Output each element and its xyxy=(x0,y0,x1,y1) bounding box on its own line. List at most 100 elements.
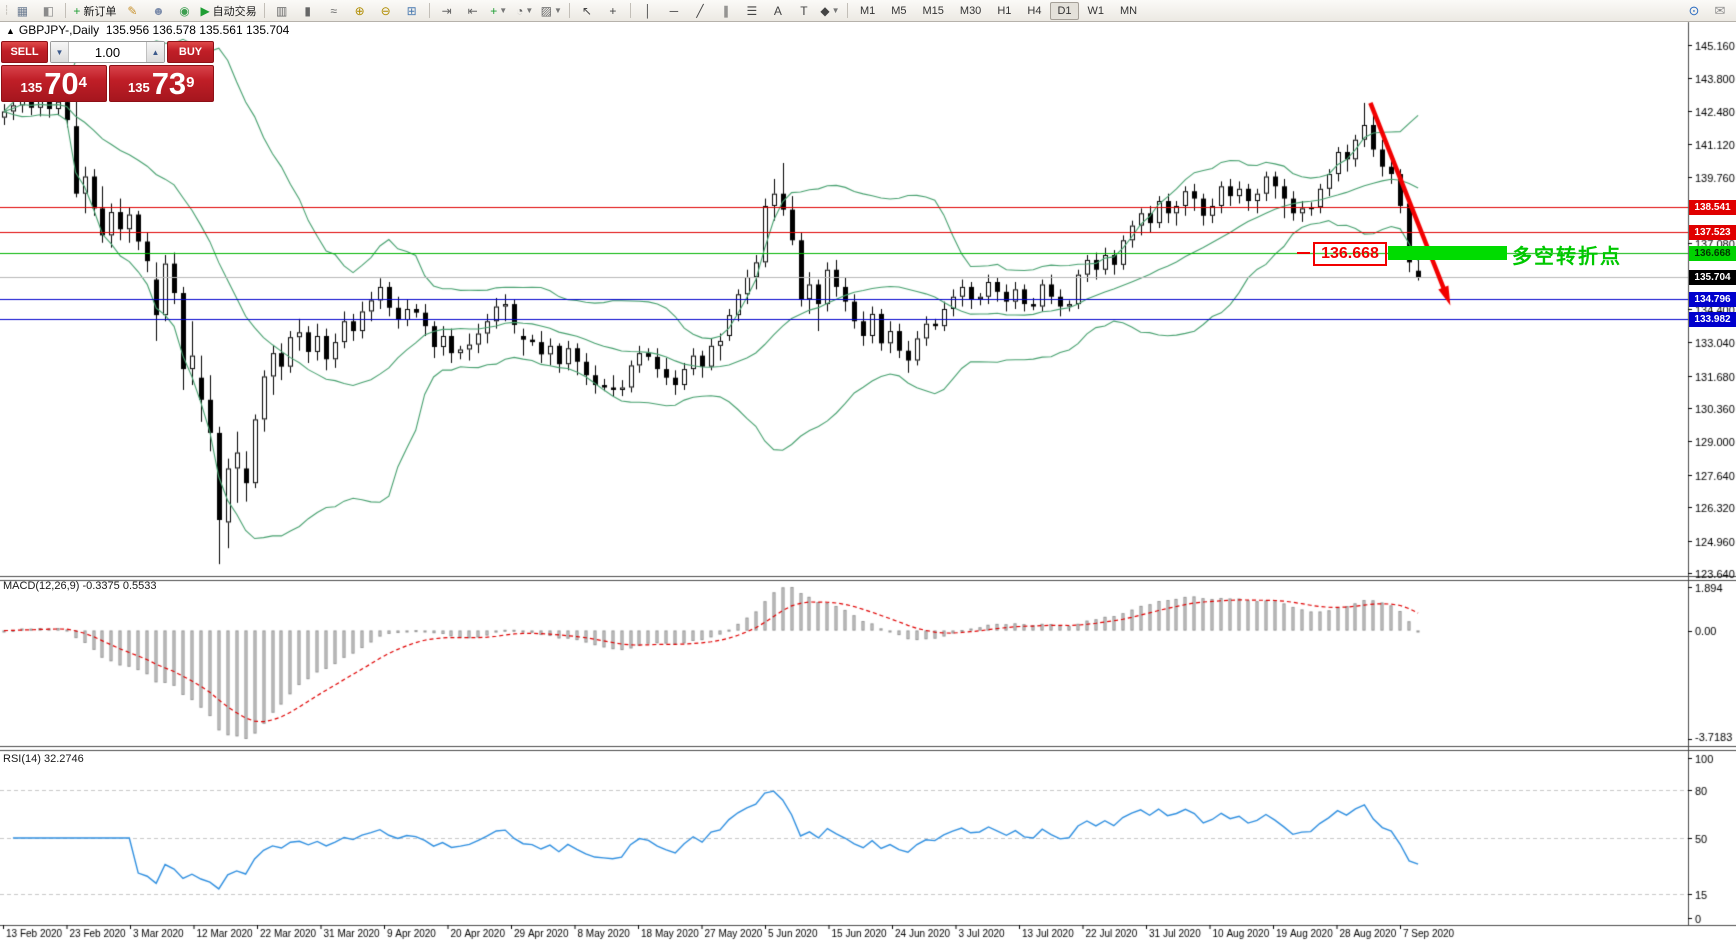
tile-windows-icon: ⊞ xyxy=(406,3,417,18)
profile-icon: ☻ xyxy=(152,3,165,18)
crosshair-button[interactable]: + xyxy=(601,2,625,20)
sell-price-big: 70 xyxy=(44,66,79,101)
buy-button[interactable]: BUY xyxy=(167,41,214,63)
indicators-icon: + xyxy=(490,3,498,18)
price-tag: 135.704 xyxy=(1689,269,1736,285)
zoom-out-button[interactable]: ⊖ xyxy=(374,2,398,20)
signal-button[interactable]: ◉ xyxy=(172,2,196,20)
turning-point-note[interactable]: 多空转折点 xyxy=(1512,244,1622,268)
toolbar-separator xyxy=(428,3,430,18)
crayon-button[interactable]: ✎ xyxy=(120,2,144,20)
vertical-line-icon: │ xyxy=(644,3,652,18)
sell-price-display[interactable]: 135 70 4 xyxy=(1,65,107,102)
search-button[interactable]: ⊙ xyxy=(1682,2,1706,20)
bar-chart-button[interactable]: ▥ xyxy=(270,2,294,20)
zoom-in-icon: ⊕ xyxy=(354,3,365,18)
volume-decrease-button[interactable]: ▼ xyxy=(51,42,69,62)
fibonacci-button[interactable]: ☰ xyxy=(740,2,764,20)
toolbar-button-label: 新订单 xyxy=(83,5,117,18)
trendline-button[interactable]: ╱ xyxy=(688,2,712,20)
zoom-in-button[interactable]: ⊕ xyxy=(348,2,372,20)
indicators-button[interactable]: + ▼ xyxy=(487,2,511,20)
strategy-tester-button[interactable]: ◧ xyxy=(36,2,60,20)
new-order-button[interactable]: + 新订单 xyxy=(71,2,118,20)
volume-stepper: ▼ ▲ xyxy=(50,41,165,63)
chart-symbol-period: GBPJPY-,Daily xyxy=(18,23,100,37)
line-chart-button[interactable]: ≈ xyxy=(322,2,346,20)
sell-price-sup: 4 xyxy=(78,74,88,91)
label-button[interactable]: T xyxy=(792,2,816,20)
volume-increase-button[interactable]: ▲ xyxy=(146,42,164,62)
chat-button[interactable]: ✉ xyxy=(1708,2,1732,20)
bar-chart-icon: ▥ xyxy=(276,3,288,18)
buy-price-sup: 9 xyxy=(186,74,195,91)
text-button[interactable]: A xyxy=(766,2,790,20)
templates-button[interactable]: ▨ ▼ xyxy=(539,2,564,20)
timeframe-button-M5[interactable]: M5 xyxy=(891,4,907,17)
crayon-icon: ✎ xyxy=(127,3,138,18)
timeframe-button-M30[interactable]: M30 xyxy=(959,4,982,17)
timeframe-button-D1[interactable]: D1 xyxy=(1050,1,1079,20)
chevron-down-icon: ▼ xyxy=(499,6,508,15)
zoom-out-icon: ⊖ xyxy=(380,3,391,18)
sell-price-prefix: 135 xyxy=(20,80,43,95)
chart-shift-icon: ⇤ xyxy=(467,3,478,18)
buy-price-prefix: 135 xyxy=(127,80,150,95)
timeframe-button-H4[interactable]: H4 xyxy=(1027,4,1042,17)
toolbar-separator xyxy=(65,3,67,18)
toolbar-separator xyxy=(629,3,631,18)
price-callout-label[interactable]: 136.668 xyxy=(1313,242,1387,266)
price-tag: 137.523 xyxy=(1689,224,1736,240)
periods-icon: ◔ xyxy=(516,3,524,18)
signal-highlight-bar[interactable] xyxy=(1388,246,1507,260)
chart-shift-button[interactable]: ⇤ xyxy=(461,2,485,20)
buy-price-display[interactable]: 135 73 9 xyxy=(108,65,214,102)
fibonacci-icon: ☰ xyxy=(746,3,758,18)
autotrading-button[interactable]: ▶ 自动交易 xyxy=(198,2,258,20)
price-tag: 136.668 xyxy=(1689,245,1736,261)
timeframe-button-M15[interactable]: M15 xyxy=(922,4,944,17)
timeframe-button-MN[interactable]: MN xyxy=(1120,4,1138,17)
templates-icon: ▨ xyxy=(540,3,553,18)
cursor-button[interactable]: ↖ xyxy=(575,2,599,20)
toolbar-separator xyxy=(263,3,265,18)
label-icon: T xyxy=(800,3,808,18)
strategy-tester-icon: ◧ xyxy=(42,3,55,18)
periods-button[interactable]: ◔ ▼ xyxy=(513,2,537,20)
trendline-icon: ╱ xyxy=(696,3,704,18)
arrows-icon: ◆ xyxy=(820,3,830,18)
price-tag: 134.796 xyxy=(1689,291,1736,307)
price-tag: 133.982 xyxy=(1689,311,1736,327)
chevron-down-icon: ▼ xyxy=(525,6,534,15)
callout-anchor-dash xyxy=(1297,252,1310,254)
chat-icon: ✉ xyxy=(1714,2,1726,18)
charts-window-button[interactable]: ▦ xyxy=(10,2,34,20)
volume-input[interactable] xyxy=(69,42,146,62)
toolbar-separator xyxy=(846,3,848,18)
timeframe-button-M1[interactable]: M1 xyxy=(859,4,876,17)
profile-button[interactable]: ☻ xyxy=(146,2,170,20)
candlestick-chart-button[interactable]: ▮ xyxy=(296,2,320,20)
main-toolbar: ┆ ▦ ◧ + 新订单 ✎ ☻ ◉ ▶ 自动交易 ▥ ▮ ≈ ⊕ ⊖ ⊞ ⇥ ⇤ + ▼ ◔ ▼ ▨ ▼ ↖ + │ ─ ╱ ∥ ☰ A T ◆ ▼… xyxy=(0,0,1736,22)
cursor-icon: ↖ xyxy=(581,3,592,18)
timeframe-button-H1[interactable]: H1 xyxy=(997,4,1012,17)
crosshair-icon: + xyxy=(609,3,617,18)
arrows-button[interactable]: ◆ ▼ xyxy=(818,2,842,20)
candlestick-chart-icon: ▮ xyxy=(304,3,311,18)
channel-button[interactable]: ∥ xyxy=(714,2,738,20)
auto-scroll-button[interactable]: ⇥ xyxy=(435,2,459,20)
timeframe-button-W1[interactable]: W1 xyxy=(1087,4,1105,17)
autotrading-icon: ▶ xyxy=(200,3,210,18)
toolbar-button-label: 自动交易 xyxy=(212,5,257,18)
toolbar-separator xyxy=(568,3,570,18)
text-icon: A xyxy=(773,3,782,18)
one-click-trading-panel: SELL ▼ ▲ BUY 135 70 4 135 73 9 xyxy=(1,41,214,102)
horizontal-line-button[interactable]: ─ xyxy=(662,2,686,20)
price-tag: 138.541 xyxy=(1689,199,1736,215)
tile-windows-button[interactable]: ⊞ xyxy=(400,2,424,20)
macd-indicator-label: MACD(12,26,9) -0.3375 0.5533 xyxy=(3,580,157,592)
vertical-line-button[interactable]: │ xyxy=(636,2,660,20)
sell-button[interactable]: SELL xyxy=(1,41,48,63)
